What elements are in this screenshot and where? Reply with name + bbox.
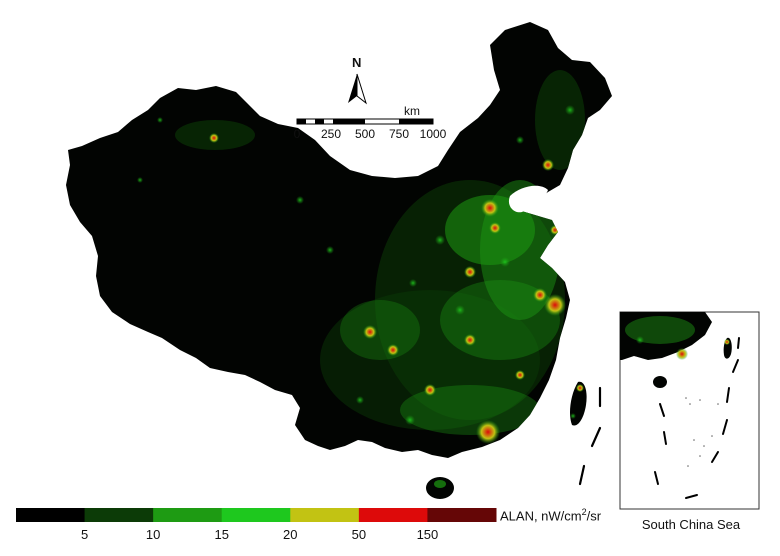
scale-bar <box>296 118 434 125</box>
legend-class-1 <box>84 508 154 522</box>
legend-break-label: 5 <box>80 527 89 542</box>
scale-tick-label: 250 <box>320 127 342 141</box>
south-china-sea-inset <box>619 311 760 510</box>
hainan-island <box>426 477 454 499</box>
legend-class-2 <box>153 508 223 522</box>
legend-class-4 <box>290 508 360 522</box>
inset-caption: South China Sea <box>641 517 741 532</box>
legend-break-label: 15 <box>214 527 229 542</box>
scale-tick-label: 500 <box>354 127 376 141</box>
scale-tick-label: 0 <box>293 127 301 141</box>
boundary-dashes <box>578 386 602 486</box>
taiwan-island <box>570 381 587 426</box>
legend-class-3 <box>221 508 291 522</box>
legend-class-0 <box>16 508 86 522</box>
scale-unit-label: km <box>404 104 420 118</box>
legend-title: ALAN, nW/cm2/sr <box>500 507 602 524</box>
legend-break-label: 10 <box>145 527 161 542</box>
legend-break-label: 150 <box>416 527 439 542</box>
legend-class-5 <box>358 508 428 522</box>
legend-break-label: 20 <box>283 527 298 542</box>
legend-color-bar <box>16 508 497 522</box>
north-arrow-icon <box>348 73 367 105</box>
china-landmass <box>66 22 612 458</box>
scale-tick-label: 1000 <box>419 127 447 141</box>
north-label: N <box>352 55 362 70</box>
legend-break-label: 50 <box>351 527 367 542</box>
scale-tick-label: 750 <box>388 127 410 141</box>
legend-class-6 <box>427 508 497 522</box>
